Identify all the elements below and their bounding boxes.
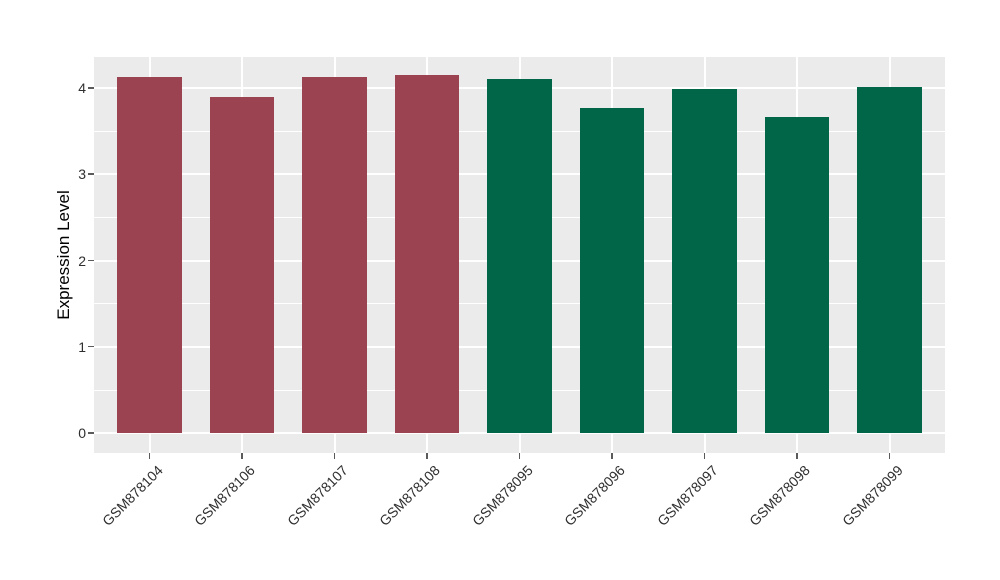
y-tick-mark <box>88 432 94 434</box>
x-tick-label: GSM878106 <box>191 462 259 529</box>
x-tick-mark <box>703 453 706 459</box>
x-tick-label: GSM878097 <box>653 462 721 529</box>
y-tick-mark <box>88 259 94 262</box>
bar-GSM878095 <box>487 79 552 434</box>
bar-GSM878097 <box>672 88 737 434</box>
bar-GSM878107 <box>302 76 367 434</box>
bar-GSM878098 <box>764 117 830 434</box>
bar-GSM878108 <box>394 75 460 434</box>
y-axis-title: Expression Level <box>54 190 73 320</box>
x-tick-label: GSM878095 <box>468 462 536 529</box>
y-tick-mark <box>88 173 94 175</box>
x-tick-mark <box>333 453 336 459</box>
bar-GSM878099 <box>857 87 922 434</box>
y-tick-label: 4 <box>78 80 86 97</box>
x-tick-mark <box>888 453 891 459</box>
bar-GSM878096 <box>579 107 645 434</box>
x-tick-mark <box>148 453 151 459</box>
x-tick-mark <box>426 453 428 459</box>
y-tick-mark <box>88 345 94 348</box>
x-tick-label: GSM878098 <box>746 462 814 529</box>
y-tick-label: 3 <box>78 166 86 183</box>
x-tick-mark <box>518 453 521 459</box>
x-tick-label: GSM878108 <box>376 462 444 529</box>
y-tick-mark <box>88 87 94 89</box>
x-tick-label: GSM878107 <box>283 462 351 529</box>
x-tick-mark <box>241 453 243 459</box>
x-tick-label: GSM878096 <box>561 462 629 529</box>
x-tick-label: GSM878099 <box>838 462 906 529</box>
bar-GSM878104 <box>117 76 182 434</box>
y-tick-label: 1 <box>78 338 86 355</box>
y-tick-label: 0 <box>78 425 86 442</box>
y-tick-label: 2 <box>78 252 86 269</box>
x-tick-label: GSM878104 <box>98 462 166 529</box>
x-tick-mark <box>796 453 798 459</box>
x-tick-mark <box>611 453 613 459</box>
bar-GSM878106 <box>209 96 275 434</box>
